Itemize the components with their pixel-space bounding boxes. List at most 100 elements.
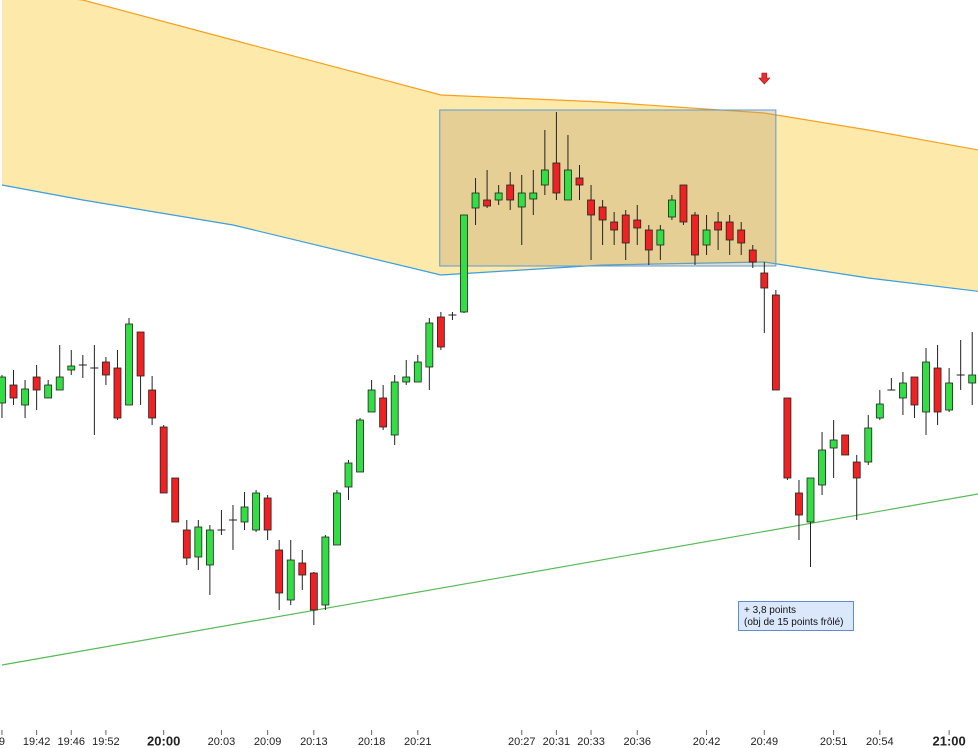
x-tick-label: 19:46 (58, 736, 86, 748)
candle-body (425, 322, 434, 368)
x-tick-label: 20:31 (543, 736, 571, 748)
candle-body (864, 427, 873, 463)
candle-body (205, 529, 214, 566)
x-tick-label: 20:51 (820, 736, 848, 748)
candle-body (714, 221, 723, 231)
candle-body (309, 572, 318, 611)
candle-body (968, 374, 977, 384)
candle-body (633, 219, 642, 229)
x-tick-label: 20:42 (693, 736, 721, 748)
candle-body (737, 229, 746, 244)
candle-body (367, 389, 376, 413)
annotation: + 3,8 points (obj de 15 points frôlé) (738, 601, 854, 631)
candle-body (587, 199, 595, 216)
candle-body (818, 449, 826, 486)
candle-body (852, 461, 861, 479)
trend-line (1, 493, 978, 666)
candle-body (32, 376, 41, 391)
candle-body (598, 206, 607, 221)
candle-body (286, 559, 295, 601)
annotation-line: + 3,8 points (744, 605, 796, 616)
candle-body (194, 526, 203, 558)
candle-body (460, 214, 468, 313)
candle-body (621, 214, 630, 244)
candle-body (725, 221, 734, 241)
candle-body (875, 403, 884, 419)
candle-body (679, 184, 688, 223)
candle-body (795, 492, 803, 516)
x-tick-label: 20:54 (866, 736, 894, 748)
candle-body (922, 361, 930, 413)
candle-body (113, 367, 122, 419)
candle-body (945, 382, 954, 411)
candle-body (506, 184, 515, 201)
candle-body (136, 331, 145, 377)
candle-body (275, 549, 284, 594)
candle-body (829, 439, 838, 449)
x-tick-label: 20:03 (208, 736, 236, 748)
candle-body (148, 389, 157, 419)
candle-body (494, 192, 503, 201)
x-tick-label: 20:13 (300, 736, 328, 748)
candle-body (483, 199, 491, 207)
candle-body (252, 492, 260, 531)
candle-body (644, 229, 653, 251)
candle-body (806, 477, 815, 523)
candle-body (171, 477, 180, 523)
candle-body (413, 361, 422, 383)
x-tick-label: 20:36 (623, 736, 651, 748)
candle-body (9, 384, 18, 399)
candle-body (182, 529, 191, 559)
x-tick-label: 9 (0, 736, 5, 748)
x-tick-label: 20:09 (254, 736, 282, 748)
candle-body (691, 214, 699, 256)
candle-body (21, 388, 29, 406)
candle-body (333, 492, 341, 546)
candle-body (0, 376, 6, 404)
signal-arrow (758, 72, 771, 85)
candle-body (933, 367, 942, 413)
candle-body (240, 506, 249, 523)
candle-body (564, 169, 572, 201)
candle-body (402, 376, 411, 383)
x-tick-label: 20:18 (358, 736, 386, 748)
candle-body (471, 192, 480, 209)
candle-body (540, 169, 549, 186)
band-upper (76, 0, 978, 151)
x-tick-label: 19:42 (23, 736, 51, 748)
band-area (1, 0, 978, 292)
x-tick-label: 20:27 (508, 736, 536, 748)
candle-body (702, 229, 711, 246)
candle-body (436, 316, 445, 348)
candle-body (529, 192, 538, 200)
candle-body (67, 365, 76, 371)
candle-body (610, 221, 619, 231)
candle-body (748, 249, 757, 263)
candle-body (656, 229, 665, 246)
x-tick-label: 19:52 (92, 736, 120, 748)
x-tick-label: 20:49 (751, 736, 779, 748)
candle-body (44, 384, 53, 399)
candle-body (344, 462, 353, 488)
candle-body (760, 272, 769, 289)
candle-body (517, 192, 526, 208)
candle-body (263, 497, 272, 531)
zone (439, 109, 777, 267)
candle-body (379, 397, 388, 428)
x-tick-label: 20:00 (147, 733, 180, 748)
candle-body (125, 323, 133, 406)
candle-body (771, 294, 780, 391)
x-tick-label: 20:33 (577, 736, 605, 748)
candle-body (668, 199, 676, 218)
candle-body (899, 382, 907, 399)
candle-body (390, 381, 399, 436)
candle-body (783, 397, 792, 479)
candle-body (55, 376, 64, 391)
band-lower (1, 184, 978, 292)
candle-body (159, 426, 168, 494)
candle-body (321, 536, 330, 606)
candle-body (552, 162, 561, 194)
candle-body (102, 361, 110, 376)
